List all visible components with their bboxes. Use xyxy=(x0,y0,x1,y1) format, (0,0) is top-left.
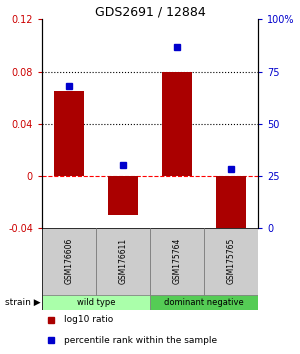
Text: GSM176606: GSM176606 xyxy=(64,238,74,285)
Title: GDS2691 / 12884: GDS2691 / 12884 xyxy=(94,5,206,18)
Bar xyxy=(150,228,204,295)
Text: wild type: wild type xyxy=(77,298,115,307)
Text: log10 ratio: log10 ratio xyxy=(64,315,113,324)
Bar xyxy=(42,228,96,295)
Text: strain ▶: strain ▶ xyxy=(5,298,41,307)
Bar xyxy=(162,72,192,176)
Bar xyxy=(216,176,246,237)
Text: GSM175764: GSM175764 xyxy=(172,238,182,285)
Bar xyxy=(150,295,258,309)
Text: GSM176611: GSM176611 xyxy=(118,238,127,284)
Bar xyxy=(54,91,84,176)
Text: percentile rank within the sample: percentile rank within the sample xyxy=(64,336,217,345)
Text: dominant negative: dominant negative xyxy=(164,298,244,307)
Text: GSM175765: GSM175765 xyxy=(226,238,236,285)
Bar xyxy=(96,228,150,295)
Bar xyxy=(42,295,150,309)
Bar xyxy=(204,228,258,295)
Bar xyxy=(108,176,138,215)
